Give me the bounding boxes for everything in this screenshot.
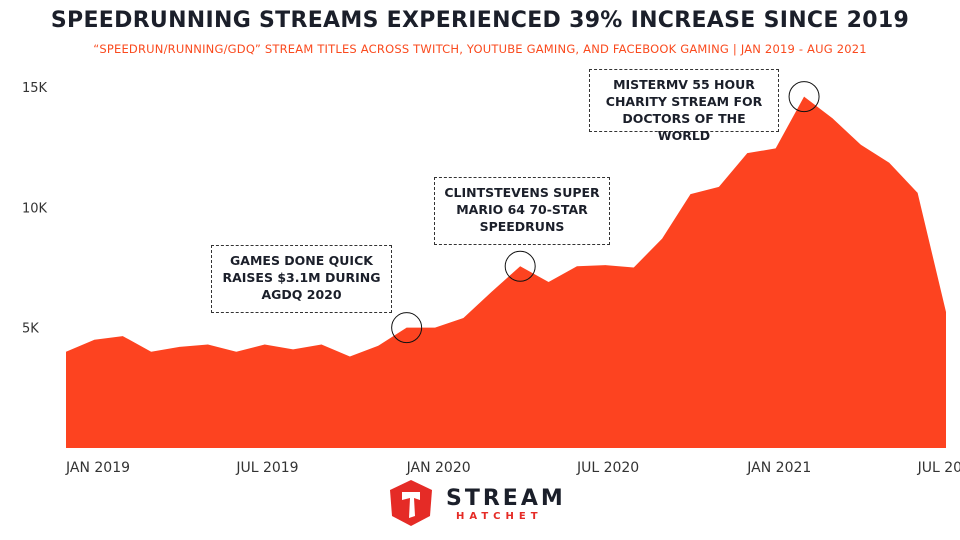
x-tick-label: JUL 2019 — [235, 460, 298, 476]
x-tick-label: JAN 2019 — [65, 460, 130, 476]
x-tick-label: JAN 2020 — [406, 460, 471, 476]
annotation-mistermv: MISTERMV 55 HOUR CHARITY STREAM FOR DOCT… — [589, 69, 779, 143]
annotation-marker-circle — [504, 250, 536, 282]
logo-text-hatchet: HATCHET — [456, 511, 543, 522]
area-series — [66, 96, 946, 449]
logo-text-stream: STREAM — [446, 486, 566, 511]
annotation-agdq: GAMES DONE QUICK RAISES $3.1M DURING AGD… — [211, 245, 392, 313]
hatchet-icon — [390, 480, 432, 526]
chart-subtitle: “SPEEDRUN/RUNNING/GDQ” STREAM TITLES ACR… — [93, 42, 867, 56]
y-tick-label: 5K — [22, 322, 39, 337]
y-tick-label: 15K — [22, 81, 48, 96]
annotation-marker-circle — [391, 312, 423, 344]
y-tick-label: 10K — [22, 201, 48, 216]
x-tick-label: JAN 2021 — [746, 460, 811, 476]
x-tick-label: JUL 2021 — [917, 460, 960, 476]
stream-hatchet-logo: STREAM HATCHET — [386, 478, 586, 528]
chart-title: SPEEDRUNNING STREAMS EXPERIENCED 39% INC… — [50, 8, 910, 33]
x-tick-label: JUL 2020 — [576, 460, 639, 476]
annotation-clintstevens: CLINTSTEVENS SUPER MARIO 64 70-STAR SPEE… — [434, 177, 610, 245]
annotation-marker-circle — [788, 81, 820, 113]
